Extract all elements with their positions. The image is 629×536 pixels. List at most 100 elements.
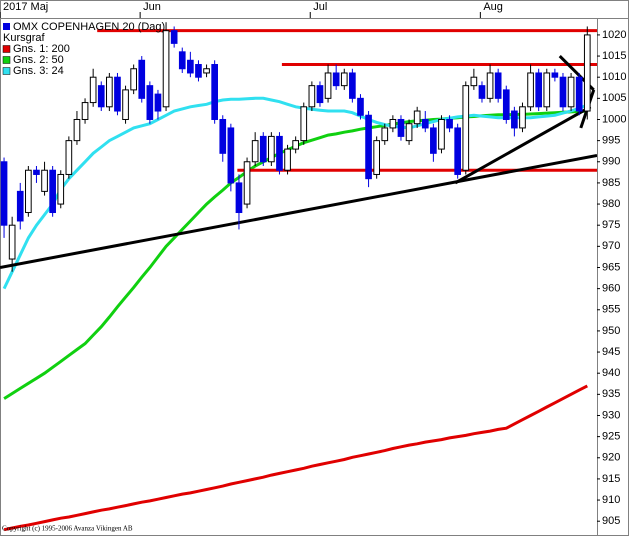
candle-body xyxy=(211,64,218,120)
candle-body xyxy=(195,64,202,78)
y-tick-label: 970 xyxy=(602,240,620,252)
candle-body xyxy=(203,68,210,74)
candle-body xyxy=(251,140,259,163)
candle-body xyxy=(259,135,267,163)
y-tick-label: 965 xyxy=(602,261,620,273)
candle-body xyxy=(73,118,81,142)
candle-body xyxy=(114,76,121,112)
candle-body xyxy=(49,169,56,214)
legend-swatch xyxy=(2,45,11,53)
candle-body xyxy=(438,118,445,150)
chart-title: OMX COPENHAGEN 20 (Dag) xyxy=(13,21,165,33)
chart-subtitle: Kursgraf xyxy=(3,32,46,44)
candle-body xyxy=(235,182,243,214)
legend-swatch xyxy=(2,67,11,75)
x-tick-label: Jul xyxy=(313,1,327,13)
candle-body xyxy=(332,72,340,87)
y-tick-label: 945 xyxy=(602,346,620,358)
y-tick-label: 1015 xyxy=(602,50,626,62)
moving-average-line xyxy=(3,384,588,532)
candle-body xyxy=(413,110,421,125)
candle-body xyxy=(33,169,40,175)
candle-body xyxy=(162,30,170,108)
legend: OMX COPENHAGEN 20 (Dag) Kursgraf Gns. 1:… xyxy=(2,21,165,77)
candle-body xyxy=(511,110,518,129)
candle-body xyxy=(543,72,551,108)
candle-body xyxy=(8,224,16,260)
candle-body xyxy=(583,34,591,112)
candle-body xyxy=(130,68,137,91)
y-tick-label: 910 xyxy=(602,494,620,506)
candle-body xyxy=(430,127,437,154)
candle-body xyxy=(300,106,308,142)
candle-body xyxy=(16,190,24,222)
y-tick-label: 935 xyxy=(602,388,620,400)
candle-body xyxy=(575,76,583,112)
candle-body xyxy=(227,127,235,184)
candle-body xyxy=(502,89,510,120)
candle-body xyxy=(243,161,251,205)
y-tick-label: 985 xyxy=(602,177,620,189)
candle-body xyxy=(219,118,227,154)
candle-body xyxy=(268,135,275,163)
candle-body xyxy=(122,89,129,120)
candle-body xyxy=(389,118,397,129)
legend-label: Gns. 2: 50 xyxy=(13,54,64,66)
legend-label: Gns. 3: 24 xyxy=(13,65,64,77)
y-tick-label: 1005 xyxy=(602,92,626,104)
y-tick-label: 975 xyxy=(602,219,620,231)
y-tick-label: 925 xyxy=(602,431,620,443)
candle-body xyxy=(397,118,405,137)
trend-line xyxy=(454,105,592,185)
candle-body xyxy=(535,72,543,108)
candle-body xyxy=(340,72,348,87)
y-tick-label: 905 xyxy=(602,515,620,527)
y-tick-label: 995 xyxy=(602,135,620,147)
candle-body xyxy=(421,118,429,129)
candle-body xyxy=(381,127,389,142)
moving-average-line xyxy=(2,96,588,290)
candle-body xyxy=(478,85,486,99)
candle-body xyxy=(284,148,291,171)
copyright: Copyright (c) 1995-2006 Avanza Vikingen … xyxy=(2,525,133,533)
candle-body xyxy=(170,30,178,44)
candle-body xyxy=(41,169,48,192)
candle-body xyxy=(57,173,65,205)
candle-body xyxy=(97,85,105,108)
candle-body xyxy=(559,76,567,108)
candle-body xyxy=(154,93,162,112)
y-tick-label: 1020 xyxy=(602,29,626,41)
y-tick-label: 950 xyxy=(602,325,620,337)
candle-body xyxy=(187,59,194,74)
candle-body xyxy=(178,51,186,70)
candle-body xyxy=(324,72,332,99)
legend-swatch xyxy=(3,23,10,30)
y-tick-label: 920 xyxy=(602,452,620,464)
legend-swatch xyxy=(2,56,11,64)
x-tick-label: Jun xyxy=(143,1,161,13)
y-tick-label: 980 xyxy=(602,198,620,210)
candle-body xyxy=(138,59,146,99)
candle-body xyxy=(106,76,113,108)
candle-body xyxy=(373,140,381,175)
candle-body xyxy=(494,72,502,99)
plot-area xyxy=(0,22,597,532)
candle-body xyxy=(146,85,154,120)
candle-body xyxy=(308,85,316,108)
candle-body xyxy=(276,135,283,171)
candle-body xyxy=(25,169,32,214)
candle-body xyxy=(446,118,453,129)
y-tick-label: 1000 xyxy=(602,113,626,125)
y-tick-label: 940 xyxy=(602,367,620,379)
candle-body xyxy=(527,72,534,108)
candle-body xyxy=(365,114,372,180)
y-tick-label: 960 xyxy=(602,283,620,295)
candle-body xyxy=(470,76,478,87)
x-tick-label: Aug xyxy=(483,1,503,13)
candle-body xyxy=(0,161,8,226)
candle-body xyxy=(462,85,470,171)
y-tick-label: 955 xyxy=(602,304,620,316)
trend-line xyxy=(0,153,597,269)
